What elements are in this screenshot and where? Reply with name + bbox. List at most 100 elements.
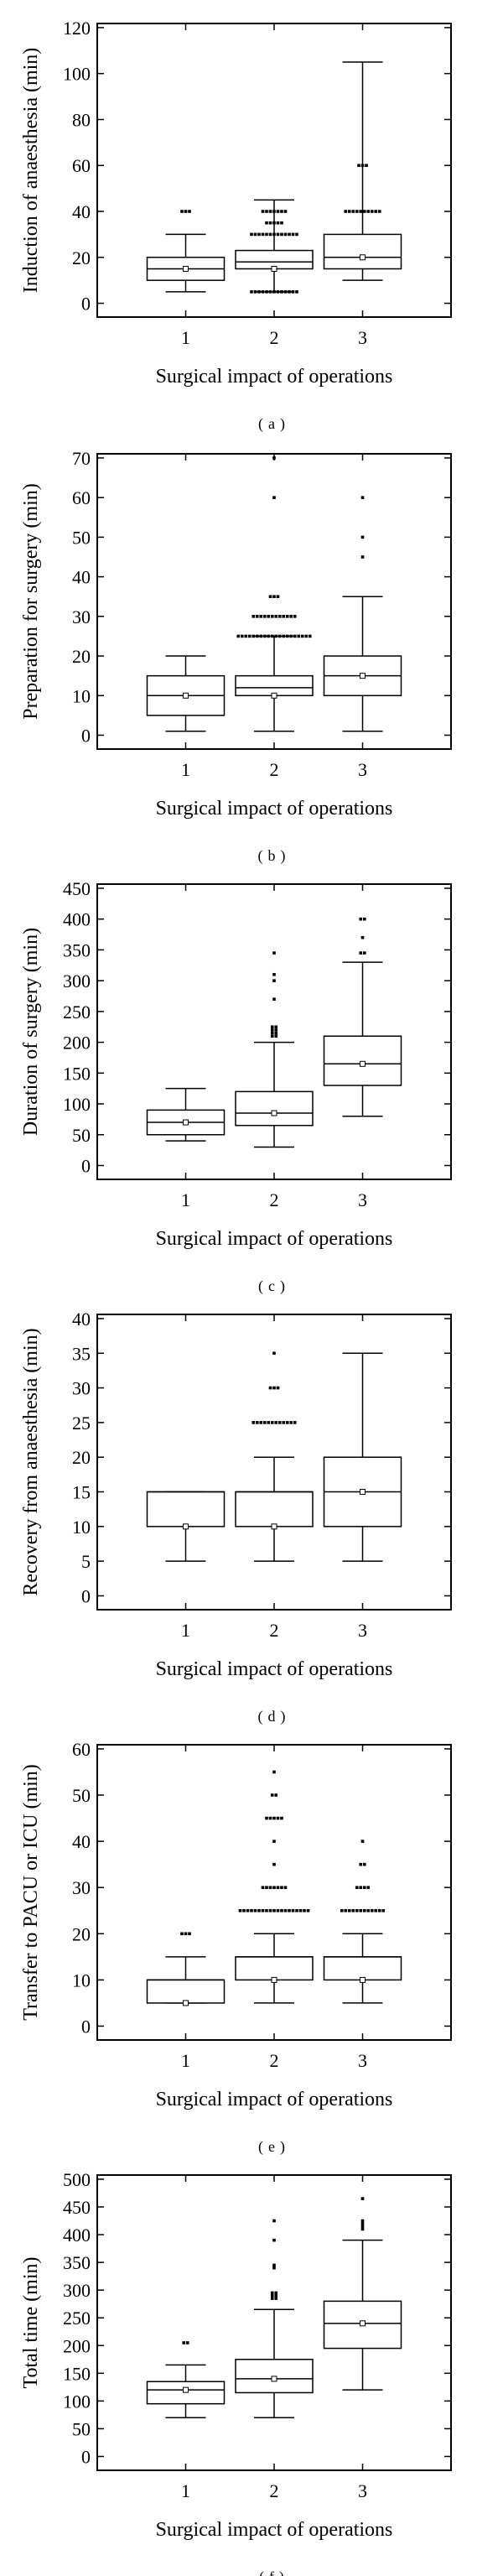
outlier-point bbox=[270, 2293, 274, 2298]
y-axis-label: Total time (min) bbox=[20, 2257, 42, 2389]
y-tick-label: 100 bbox=[63, 1094, 91, 1115]
outlier-point bbox=[306, 1908, 310, 1912]
iqr-box bbox=[323, 233, 402, 270]
iqr-box bbox=[323, 1035, 402, 1086]
x-tick-label: 2 bbox=[270, 2050, 279, 2071]
outlier-point bbox=[282, 615, 286, 618]
panel-label: (d) bbox=[258, 1708, 291, 1725]
outlier-point bbox=[362, 951, 366, 955]
outlier-point bbox=[244, 634, 248, 638]
iqr-box bbox=[235, 1090, 314, 1127]
y-tick-label: 5 bbox=[81, 1551, 91, 1572]
outlier-point bbox=[253, 290, 257, 294]
outlier-point bbox=[262, 615, 267, 618]
outlier-point bbox=[370, 1908, 374, 1912]
outlier-point bbox=[283, 1886, 288, 1890]
outlier-point bbox=[355, 1908, 359, 1912]
outlier-point bbox=[268, 210, 272, 213]
outlier-point bbox=[272, 221, 276, 225]
outlier-point bbox=[272, 210, 276, 213]
outlier-point bbox=[360, 2197, 365, 2200]
y-tick-label: 0 bbox=[81, 1585, 91, 1606]
y-tick-label: 10 bbox=[72, 685, 91, 706]
x-tick-label: 1 bbox=[181, 2050, 190, 2071]
outlier-point bbox=[268, 595, 272, 599]
outlier-point bbox=[272, 595, 276, 599]
outlier-point bbox=[360, 535, 365, 539]
outlier-point bbox=[347, 210, 351, 213]
mean-marker bbox=[183, 2000, 189, 2006]
y-tick-label: 450 bbox=[63, 878, 91, 899]
outlier-point bbox=[272, 2263, 276, 2267]
outlier-point bbox=[272, 1770, 276, 1774]
panel-label: (b) bbox=[258, 847, 291, 865]
outlier-point bbox=[261, 232, 265, 237]
outlier-point bbox=[344, 1908, 348, 1912]
box-3 bbox=[323, 1840, 402, 2004]
chart-panel-4: 0 5 10 15 20 25 30 35 40 Recovery from anaesthesi… bbox=[20, 1309, 452, 1725]
outlier-point bbox=[288, 1908, 291, 1912]
mean-marker bbox=[360, 2320, 366, 2327]
y-tick-label: 0 bbox=[81, 294, 91, 315]
outlier-point bbox=[257, 232, 261, 237]
box-1 bbox=[146, 1087, 226, 1142]
outlier-point bbox=[366, 1908, 371, 1912]
box-2 bbox=[235, 1770, 314, 2004]
outlier-point bbox=[276, 221, 280, 225]
y-tick-label: 0 bbox=[81, 2446, 91, 2467]
outlier-point bbox=[188, 1932, 191, 1936]
outlier-point bbox=[261, 290, 265, 294]
panel-label: (f) bbox=[259, 2568, 289, 2576]
mean-marker bbox=[360, 1976, 366, 1983]
outlier-point bbox=[272, 1386, 276, 1390]
y-tick-label: 40 bbox=[72, 201, 91, 222]
outlier-point bbox=[276, 1816, 280, 1820]
iqr-box bbox=[235, 2359, 314, 2394]
outlier-point bbox=[274, 2291, 278, 2295]
outlier-point bbox=[295, 232, 298, 237]
x-tick-label: 2 bbox=[270, 759, 279, 780]
y-tick-label: 0 bbox=[81, 1155, 91, 1176]
x-tick-label: 3 bbox=[358, 759, 367, 780]
y-tick-label: 60 bbox=[72, 487, 91, 508]
outlier-point bbox=[250, 290, 253, 294]
outlier-point bbox=[265, 221, 268, 225]
outlier-point bbox=[274, 1031, 278, 1035]
outlier-point bbox=[265, 1908, 268, 1912]
outlier-point bbox=[285, 615, 289, 618]
outlier-point bbox=[255, 615, 259, 618]
y-tick-label: 30 bbox=[72, 1877, 91, 1898]
outlier-point bbox=[359, 1862, 363, 1866]
outlier-point bbox=[276, 1886, 280, 1890]
outlier-point bbox=[253, 1908, 257, 1912]
box-3 bbox=[323, 2197, 402, 2391]
outlier-point bbox=[184, 210, 188, 213]
y-tick-label: 50 bbox=[72, 1125, 91, 1146]
y-tick-label: 15 bbox=[72, 1482, 91, 1503]
outlier-point bbox=[261, 210, 265, 213]
outlier-point bbox=[265, 1886, 268, 1890]
outlier-point bbox=[280, 232, 283, 237]
outlier-point bbox=[366, 210, 371, 213]
outlier-point bbox=[180, 1932, 184, 1936]
outlier-point bbox=[247, 634, 252, 638]
outlier-point bbox=[276, 1908, 280, 1912]
outlier-point bbox=[285, 1421, 289, 1424]
outlier-point bbox=[272, 951, 276, 955]
outlier-point bbox=[283, 210, 288, 213]
outlier-point bbox=[362, 210, 366, 213]
outlier-point bbox=[270, 2291, 274, 2295]
outlier-point bbox=[272, 972, 276, 976]
iqr-box bbox=[146, 1979, 226, 2004]
y-tick-label: 300 bbox=[63, 2280, 91, 2301]
y-tick-label: 10 bbox=[72, 1970, 91, 1991]
y-tick-label: 70 bbox=[72, 448, 91, 469]
panel-label: (a) bbox=[258, 415, 290, 433]
outlier-point bbox=[274, 1034, 278, 1038]
x-tick-label: 2 bbox=[270, 327, 279, 348]
box-3 bbox=[323, 496, 402, 732]
outlier-point bbox=[288, 290, 291, 294]
outlier-point bbox=[289, 615, 293, 618]
outlier-point bbox=[272, 2219, 276, 2223]
y-tick-label: 250 bbox=[63, 2308, 91, 2329]
